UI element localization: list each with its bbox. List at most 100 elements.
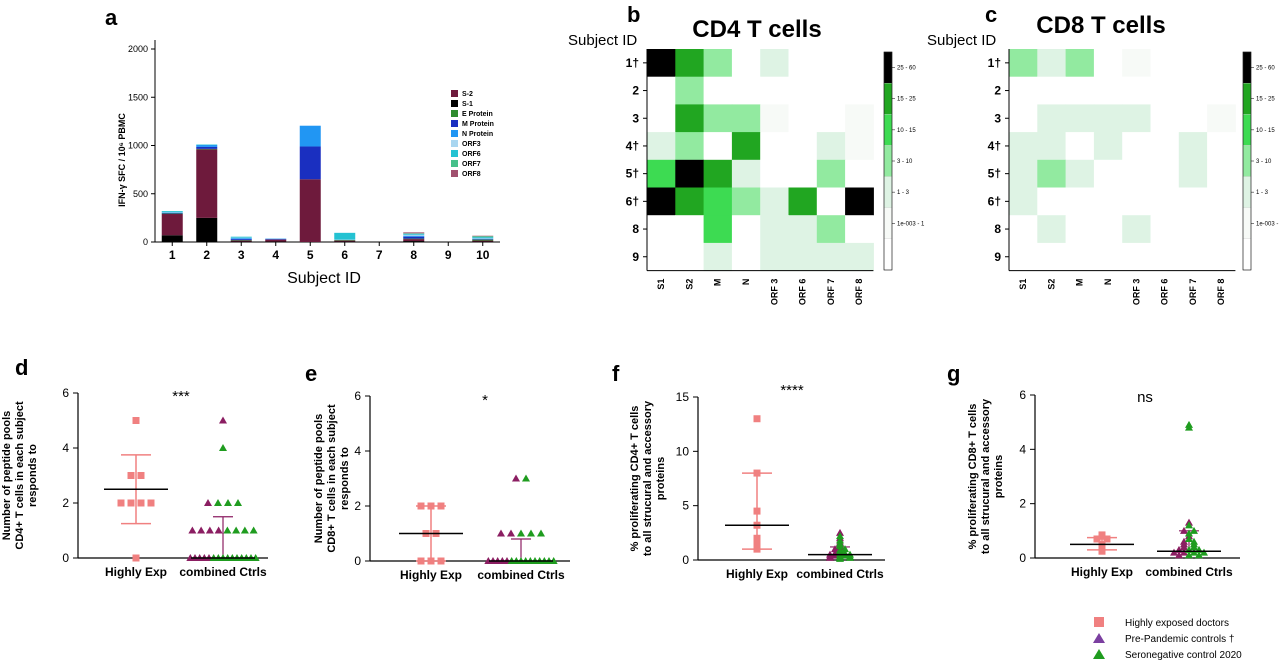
- panel-a-label: a: [105, 5, 118, 30]
- panel-b-cell: [703, 187, 733, 216]
- panel-a-xtick-label: 7: [376, 248, 383, 262]
- panel-c-colorbar-label: 3 - 10: [1256, 159, 1272, 165]
- panel-b-cell: [703, 104, 733, 133]
- panel-c-col-label: S1: [1018, 279, 1028, 290]
- panel-a-bar-segment: [403, 241, 425, 242]
- panel-c-cell: [1065, 76, 1095, 105]
- panel-g-point-control: [1190, 548, 1198, 556]
- panel-b-cell: [675, 76, 705, 105]
- panel-b-cell: [731, 49, 761, 78]
- panel-c-cell: [1065, 242, 1095, 272]
- panel-e-point-control: [527, 529, 535, 537]
- panel-c-col-label: ORF 8: [1216, 279, 1226, 306]
- panel-c-cell: [1178, 132, 1208, 161]
- panel-d-xtick-label: combined Ctrls: [179, 565, 267, 579]
- panel-f-point-control: [831, 545, 839, 553]
- panel-c-colorbar-segment: [1242, 145, 1252, 177]
- panel-c-cell: [1037, 76, 1067, 105]
- panel-d-point-highly-exposed: [147, 499, 155, 507]
- panel-d-point-control: [223, 526, 232, 534]
- panel-a-bar-segment: [334, 240, 356, 242]
- panel-a-bar-segment: [403, 233, 425, 235]
- panel-b-row-label: 8: [632, 222, 639, 236]
- panel-a-xtick-label: 3: [238, 248, 245, 262]
- panel-a-bar-segment: [196, 146, 218, 149]
- panel-b-cell: [731, 159, 761, 188]
- panel-c-cell: [1093, 215, 1123, 244]
- panel-b-col-label: ORF 3: [769, 279, 779, 306]
- panel-a-legend-swatch: [451, 150, 458, 157]
- panel-a-legend-swatch: [451, 170, 458, 177]
- panel-b-cell: [647, 215, 676, 244]
- panel-b-cell: [647, 104, 676, 133]
- panel-e-point-highly-exposed: [437, 557, 445, 565]
- panel-a-bar-segment: [299, 125, 321, 147]
- panel-g-scatter: 0 2 4 6 % proliferating CD8+ T cells to all s…: [967, 388, 1240, 579]
- panel-f-ylabel-line: proteins: [655, 457, 667, 500]
- panel-c-cell: [1037, 242, 1067, 272]
- panel-c-cell: [1122, 215, 1151, 244]
- panel-d-ylabel-line: responds to: [27, 444, 39, 507]
- panel-c-cell: [1065, 49, 1095, 78]
- panel-a-bar-segment: [161, 211, 183, 213]
- panel-b-cell: [647, 159, 676, 188]
- panel-b-cell: [845, 49, 874, 78]
- panel-g-point-control: [1185, 423, 1193, 431]
- panel-f-scatter: 0 5 10 15 % proliferating CD4+ T cells to all…: [629, 382, 885, 581]
- panel-b-cell: [760, 104, 789, 133]
- panel-e-point-highly-exposed: [437, 502, 445, 510]
- panel-c-cell: [1093, 104, 1123, 133]
- panel-g-point-highly-exposed: [1098, 542, 1106, 550]
- panel-d-point-highly-exposed: [117, 499, 125, 507]
- panel-g-point-control: [1190, 526, 1198, 534]
- panel-c-cell: [1065, 132, 1095, 161]
- panel-g-ytick-label: 4: [1019, 442, 1026, 456]
- panel-b-colorbar-segment: [883, 238, 893, 271]
- panel-a-bar-segment: [403, 239, 425, 242]
- panel-e-point-control: [512, 474, 520, 482]
- panel-c-cell: [1150, 242, 1180, 272]
- panel-e-point-highly-exposed: [417, 557, 425, 565]
- panel-g-point-control: [1190, 543, 1198, 551]
- panel-b-cell: [788, 49, 818, 78]
- panel-b-colorbar: 25 - 60 15 - 25 10 - 15 3 - 10 1 - 3 1e-003 -…: [883, 51, 925, 271]
- panel-a-legend-label: ORF6: [462, 151, 481, 158]
- panel-b-row-label: 4†: [626, 139, 639, 153]
- panel-g-point-control: [1185, 534, 1193, 542]
- panel-e-point-highly-exposed: [417, 502, 425, 510]
- panel-d-point-control: [188, 526, 197, 534]
- panel-d-point-highly-exposed: [132, 417, 140, 424]
- panel-d-point-control: [240, 526, 249, 534]
- panel-c-cell: [1093, 132, 1123, 161]
- panel-a-legend-swatch: [451, 130, 458, 137]
- panel-b-cell: [788, 242, 818, 272]
- panel-a-bar-segment: [161, 214, 183, 236]
- panel-a-bar-segment: [265, 239, 287, 242]
- panel-g-ytick-label: 6: [1019, 388, 1026, 402]
- panel-a-bar-segment: [230, 238, 252, 240]
- panel-a-legend-swatch: [451, 90, 458, 97]
- panel-b-cell: [760, 49, 789, 78]
- panel-a-bar-segment: [161, 235, 183, 242]
- panel-c-cell: [1178, 187, 1208, 216]
- panel-b-row-label: 3: [632, 111, 639, 125]
- panel-a-legend-label: E Protein: [462, 111, 493, 118]
- panel-e-label: e: [305, 361, 317, 386]
- panel-c-row-label: 9: [994, 250, 1001, 264]
- panel-e-point-highly-exposed: [427, 557, 435, 565]
- panel-d-significance: ***: [172, 388, 190, 405]
- panel-c-row-label: 3: [994, 111, 1001, 125]
- panel-c-cell: [1009, 76, 1038, 105]
- panel-c-colorbar-segment: [1242, 51, 1252, 84]
- panel-g-xtick-label: Highly Exp: [1071, 565, 1133, 579]
- panel-d-point-control: [219, 444, 227, 451]
- panel-c-col-label: N: [1103, 279, 1113, 286]
- panel-a-ylabel: IFN-γ SFC / 10⁶ PBMC: [117, 113, 127, 207]
- panel-e-point-control: [517, 529, 525, 537]
- panel-c-cell: [1093, 49, 1123, 78]
- panel-b-cell: [703, 132, 733, 161]
- panel-g-point-highly-exposed: [1098, 547, 1106, 555]
- panel-a-xtick-label: 4: [272, 248, 279, 262]
- panel-b-cell: [675, 242, 705, 272]
- panel-d-point-control: [232, 526, 241, 534]
